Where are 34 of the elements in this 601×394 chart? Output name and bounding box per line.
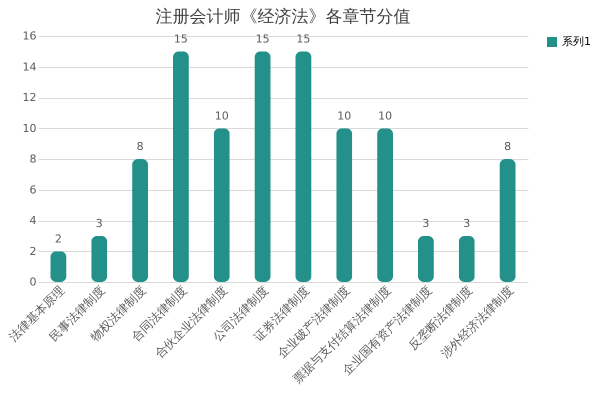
bar xyxy=(458,236,475,282)
y-tick-label: 16 xyxy=(22,30,36,42)
y-tick-label: 10 xyxy=(22,122,36,135)
bar xyxy=(214,128,230,282)
data-label: 10 xyxy=(214,109,229,122)
bar xyxy=(500,159,516,282)
data-label: 15 xyxy=(296,32,310,46)
legend-label: 系列1 xyxy=(562,35,591,48)
data-label: 8 xyxy=(504,140,512,153)
y-tick-label: 4 xyxy=(30,214,36,227)
data-label: 3 xyxy=(96,216,103,230)
bar xyxy=(377,128,394,282)
bar xyxy=(295,51,312,282)
bar xyxy=(254,51,271,282)
bar xyxy=(132,159,148,282)
y-tick-label: 6 xyxy=(30,183,36,196)
data-label: 15 xyxy=(174,32,188,46)
bar xyxy=(172,51,189,282)
bar xyxy=(336,128,352,282)
y-tick-label: 2 xyxy=(30,244,36,258)
data-label: 2 xyxy=(54,232,62,246)
data-label: 10 xyxy=(337,109,352,122)
data-label: 8 xyxy=(136,140,144,153)
y-tick-label: 12 xyxy=(22,91,36,104)
y-tick-label: 0 xyxy=(30,276,36,288)
y-tick-label: 14 xyxy=(22,60,36,74)
y-tick-label: 8 xyxy=(30,152,36,166)
chart-title: 注册会计师《经济法》各章节分值 xyxy=(156,7,410,27)
bar xyxy=(91,236,108,282)
data-label: 10 xyxy=(378,109,392,122)
data-label: 3 xyxy=(463,216,470,230)
bar xyxy=(418,236,434,282)
data-label: 15 xyxy=(256,32,270,46)
data-label: 3 xyxy=(422,216,430,230)
